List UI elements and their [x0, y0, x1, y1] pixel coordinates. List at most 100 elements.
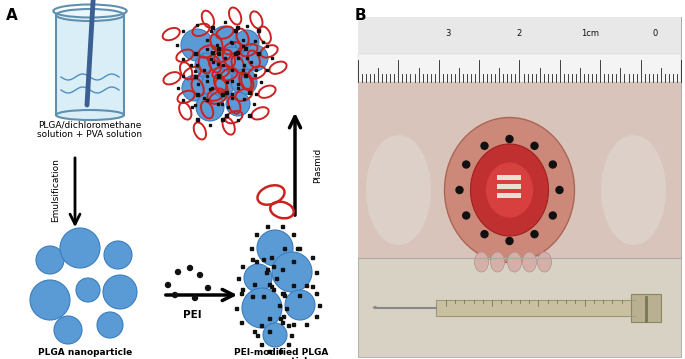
Circle shape [97, 312, 123, 338]
Bar [266, 225, 269, 228]
Bar [236, 307, 238, 309]
Bar [292, 322, 295, 326]
Bar [225, 92, 228, 94]
Bar [229, 41, 232, 43]
Bar [231, 80, 234, 82]
Bar [314, 292, 318, 295]
Bar [262, 258, 265, 261]
Bar [283, 294, 286, 297]
Bar [217, 74, 220, 77]
Ellipse shape [445, 117, 575, 262]
Bar [211, 87, 213, 89]
Bar [311, 285, 314, 288]
Bar [269, 283, 271, 286]
Bar [255, 233, 258, 236]
Text: nanoparticle: nanoparticle [249, 357, 313, 359]
Circle shape [175, 270, 181, 275]
Bar [195, 75, 197, 78]
Bar [269, 330, 271, 333]
Bar [272, 288, 275, 291]
Bar [225, 114, 228, 117]
Bar [209, 124, 211, 126]
Circle shape [60, 228, 100, 268]
Circle shape [36, 246, 64, 274]
Circle shape [481, 142, 488, 149]
Bar [224, 57, 226, 59]
Ellipse shape [471, 144, 549, 236]
Bar [231, 69, 233, 71]
Text: A: A [6, 8, 18, 23]
Bar [255, 260, 258, 263]
Bar [242, 39, 245, 41]
Bar [203, 69, 205, 71]
Bar [253, 283, 256, 286]
Bar [221, 103, 223, 105]
Bar [216, 103, 219, 105]
Bar [242, 98, 245, 100]
Bar [281, 321, 284, 324]
Bar [196, 24, 198, 26]
Bar [236, 51, 239, 54]
Bar [227, 106, 229, 108]
Bar [226, 81, 228, 83]
Bar [281, 269, 284, 271]
Circle shape [226, 92, 250, 116]
Circle shape [195, 53, 219, 77]
Circle shape [173, 293, 177, 298]
Bar [305, 322, 308, 326]
Bar [216, 44, 219, 46]
Bar [292, 260, 295, 263]
Bar [240, 321, 243, 324]
Bar [269, 317, 271, 320]
Bar [283, 247, 286, 250]
Bar [262, 295, 265, 298]
Bar [262, 41, 264, 43]
Bar [271, 285, 273, 288]
Text: 1cm: 1cm [582, 29, 599, 38]
Bar [240, 292, 243, 295]
Circle shape [462, 161, 470, 168]
Circle shape [182, 75, 208, 101]
Bar [266, 270, 269, 274]
Bar [56, 15, 124, 115]
Bar [286, 307, 288, 309]
Text: 2: 2 [517, 29, 522, 38]
Circle shape [217, 47, 247, 77]
Bar [271, 256, 273, 259]
Circle shape [285, 290, 315, 320]
Circle shape [556, 186, 563, 194]
Bar [224, 21, 226, 23]
Circle shape [549, 161, 556, 168]
Bar [190, 64, 192, 66]
Text: Emulsification: Emulsification [51, 158, 60, 222]
Bar [242, 69, 245, 71]
Circle shape [506, 135, 513, 143]
Bar [206, 80, 208, 82]
Circle shape [188, 266, 192, 270]
Circle shape [206, 285, 210, 290]
Bar [253, 330, 256, 333]
Circle shape [196, 93, 224, 121]
Bar [237, 119, 239, 121]
Bar [497, 193, 521, 198]
Bar [271, 57, 273, 59]
Bar [631, 294, 661, 322]
Bar [257, 52, 260, 55]
Bar [177, 87, 179, 89]
Bar [194, 104, 196, 106]
Bar [212, 61, 214, 63]
Bar [287, 344, 290, 346]
Circle shape [76, 278, 100, 302]
Bar [250, 61, 252, 63]
Bar [319, 303, 321, 307]
Ellipse shape [486, 162, 534, 218]
Bar [217, 52, 220, 55]
Bar [246, 57, 248, 59]
Circle shape [181, 29, 213, 61]
Circle shape [263, 323, 287, 347]
Bar [279, 317, 282, 320]
Bar [231, 93, 233, 95]
Circle shape [104, 241, 132, 269]
Text: PEI: PEI [183, 310, 201, 320]
Bar [266, 269, 269, 271]
